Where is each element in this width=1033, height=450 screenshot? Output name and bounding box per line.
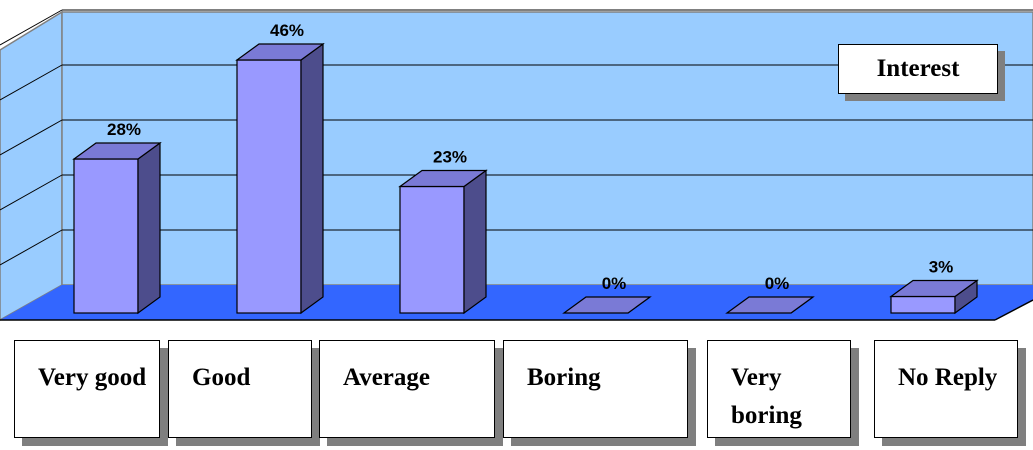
- category-label-boring: Boring: [503, 340, 688, 438]
- bar-average: [398, 169, 488, 315]
- legend-label: Interest: [876, 55, 960, 82]
- category-label-no-reply: No Reply: [874, 340, 1018, 438]
- data-label-very-boring: 0%: [765, 274, 790, 293]
- floor-side-edge: [994, 299, 1033, 321]
- legend: Interest: [838, 44, 998, 94]
- category-label-very-good: Very good: [14, 340, 160, 438]
- data-label-boring: 0%: [602, 274, 627, 293]
- data-label-no-reply: 3%: [929, 258, 954, 277]
- data-labels: 28% 46% 23% 0% 0% 3%: [107, 21, 953, 293]
- bar-good: [235, 42, 325, 315]
- bar-boring: [562, 296, 652, 314]
- gridline-50: [0, 9, 1033, 46]
- bar-very-good: [72, 141, 162, 315]
- bar-very-boring: [725, 296, 815, 314]
- side-wall: [0, 10, 63, 321]
- gridline-10: [0, 229, 1033, 266]
- data-label-average: 23%: [433, 148, 467, 167]
- bars: [72, 42, 979, 315]
- category-label-good: Good: [168, 340, 312, 438]
- data-label-good: 46%: [270, 21, 304, 40]
- gridline-30: [0, 119, 1033, 156]
- gridlines: [0, 9, 1033, 266]
- gridline-20: [0, 174, 1033, 211]
- category-label-very-boring: Very boring: [707, 340, 851, 438]
- data-label-very-good: 28%: [107, 120, 141, 139]
- category-label-average: Average: [319, 340, 495, 438]
- bar-no-reply: [889, 279, 979, 315]
